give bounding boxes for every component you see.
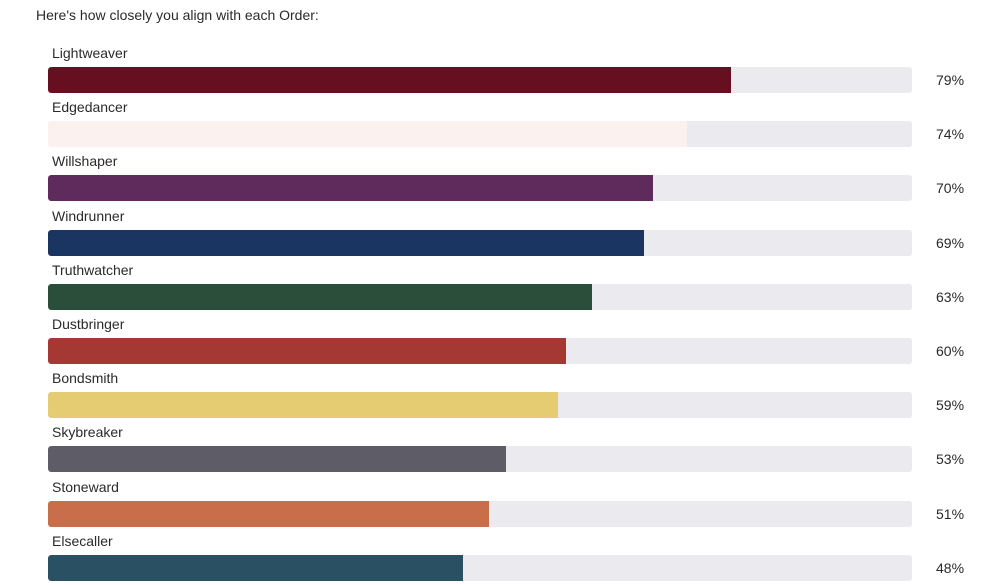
bar-value-label: 74%: [936, 126, 965, 143]
bar-row: Edgedancer 74%: [0, 99, 1000, 153]
bar: [48, 121, 688, 148]
bar-track: [48, 446, 912, 473]
bar-row: Dustbringer 60%: [0, 316, 1000, 370]
bar-track: [48, 283, 912, 310]
bar-track: [48, 338, 912, 364]
bar: [48, 338, 567, 364]
bar-row: Skybreaker 53%: [0, 424, 1000, 478]
bar: [48, 229, 645, 256]
bar-row: Bondsmith 59%: [0, 370, 1000, 424]
bar-track: [48, 500, 912, 527]
bar: [48, 500, 489, 527]
bar-track: [48, 392, 912, 419]
bar-track: [48, 121, 912, 148]
bar-label: Willshaper: [52, 153, 118, 170]
bar-value-label: 69%: [936, 234, 965, 251]
bar-value-label: 70%: [936, 180, 965, 197]
bar-row: Elsecaller 48%: [0, 533, 1000, 585]
bar: [48, 175, 653, 202]
bar: [48, 554, 463, 581]
bar-row: Willshaper 70%: [0, 153, 1000, 207]
bar-value-label: 79%: [936, 72, 965, 88]
bar-label: Elsecaller: [52, 532, 113, 549]
bar-label: Skybreaker: [52, 424, 123, 441]
bar-row: Windrunner 69%: [0, 208, 1000, 262]
bar-row: Stoneward 51%: [0, 479, 1000, 533]
bar-label: Dustbringer: [52, 316, 125, 332]
bar-value-label: 63%: [936, 288, 965, 305]
bar-value-label: 53%: [936, 451, 965, 468]
bar-track: [48, 554, 912, 581]
bar-track: [48, 67, 912, 93]
bar-value-label: 59%: [936, 397, 965, 414]
bar-label: Truthwatcher: [52, 261, 134, 278]
bar: [48, 446, 506, 473]
intro-text: Here's how closely you align with each O…: [36, 7, 319, 23]
bar-track: [48, 175, 912, 202]
bar-label: Stoneward: [52, 478, 119, 495]
bar-label: Windrunner: [52, 207, 125, 224]
bar-value-label: 51%: [936, 505, 965, 522]
bar-label: Bondsmith: [52, 370, 119, 387]
bar: [48, 67, 731, 93]
bar-row: Lightweaver 79%: [0, 45, 1000, 99]
bar-row: Truthwatcher 63%: [0, 262, 1000, 316]
bar: [48, 283, 593, 310]
bar-label: Lightweaver: [52, 45, 128, 61]
bar-track: [48, 229, 912, 256]
bar: [48, 392, 558, 419]
bar-label: Edgedancer: [52, 99, 128, 116]
bar-value-label: 60%: [936, 343, 965, 359]
bar-value-label: 48%: [936, 559, 965, 576]
